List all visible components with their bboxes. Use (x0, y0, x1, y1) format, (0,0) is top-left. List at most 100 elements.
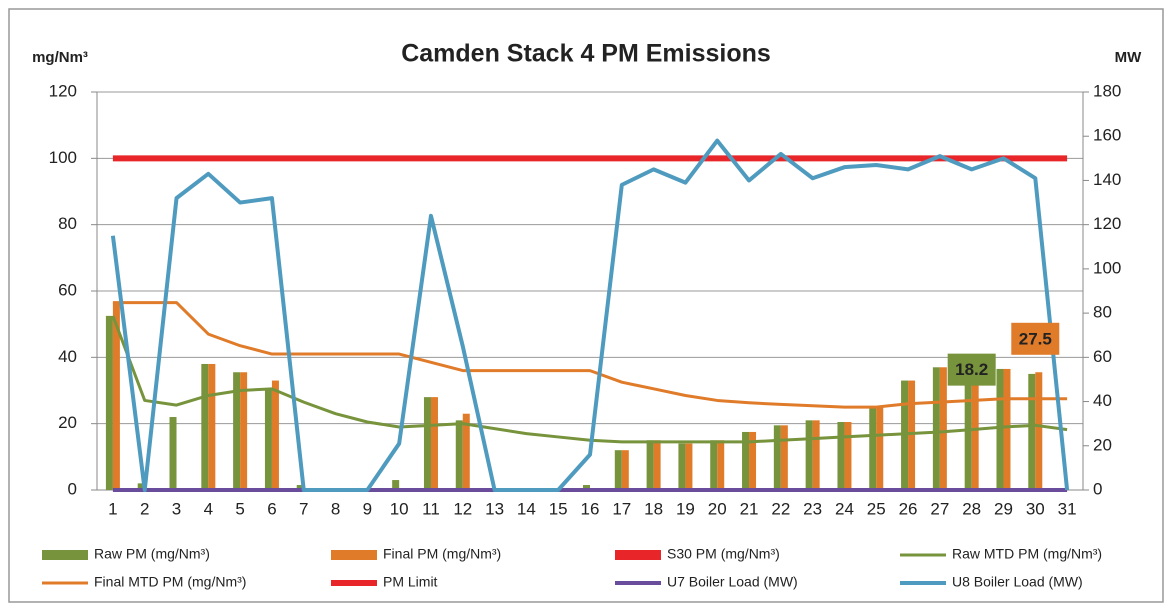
bar (742, 431, 750, 490)
bar (678, 443, 686, 490)
bar (780, 425, 788, 490)
x-tick-label: 16 (581, 499, 600, 518)
bar (614, 450, 622, 490)
legend-marker (42, 550, 88, 560)
x-tick-label: 31 (1058, 499, 1077, 518)
bar (621, 450, 629, 490)
y2-tick-label: 0 (1093, 479, 1102, 498)
legend-label: PM Limit (383, 574, 438, 590)
bar (583, 485, 590, 490)
x-tick-label: 8 (331, 499, 340, 518)
bar (717, 440, 725, 490)
y2-tick-label: 80 (1093, 303, 1112, 322)
x-tick-label: 9 (363, 499, 372, 518)
bar (208, 363, 216, 490)
x-tick-label: 13 (485, 499, 504, 518)
bar (749, 431, 757, 490)
bar (837, 422, 845, 490)
y2-tick-label: 20 (1093, 435, 1112, 454)
x-tick-label: 27 (930, 499, 949, 518)
legend-label: S30 PM (mg/Nm³) (667, 546, 780, 562)
bar (455, 420, 463, 490)
bar (932, 367, 940, 490)
legend-marker (331, 550, 377, 560)
line-series (110, 138, 1070, 492)
x-tick-label: 28 (962, 499, 981, 518)
legend-marker (615, 550, 661, 560)
y-tick-label: 40 (58, 347, 77, 366)
bar (812, 420, 820, 490)
x-tick-label: 14 (517, 499, 536, 518)
bar (137, 483, 145, 490)
bar (805, 420, 813, 490)
bar (844, 422, 852, 490)
y-tick-label: 0 (68, 479, 77, 498)
data-label: 27.5 (1019, 329, 1052, 348)
y2-tick-label: 160 (1093, 126, 1121, 145)
x-tick-label: 29 (994, 499, 1013, 518)
y2-tick-label: 120 (1093, 214, 1121, 233)
bar (653, 440, 661, 490)
data-label-box (1011, 322, 1060, 355)
legend-label: Raw PM (mg/Nm³) (94, 546, 210, 562)
bar (271, 380, 279, 490)
bar (240, 372, 248, 490)
bar (233, 372, 241, 490)
bar (105, 315, 113, 490)
y2-tick-label: 60 (1093, 347, 1112, 366)
bar (964, 380, 972, 490)
x-tick-label: 19 (676, 499, 695, 518)
bar (201, 363, 209, 490)
x-tick-label: 7 (299, 499, 308, 518)
bar (876, 407, 884, 490)
x-tick-label: 6 (267, 499, 276, 518)
line-series (112, 301, 1068, 409)
legend-label: U7 Boiler Load (MW) (667, 574, 798, 590)
x-tick-label: 18 (644, 499, 663, 518)
x-tick-label: 3 (172, 499, 181, 518)
legend-label: U8 Boiler Load (MW) (952, 574, 1083, 590)
x-tick-label: 30 (1026, 499, 1045, 518)
y-axis-label: mg/Nm³ (32, 49, 88, 66)
y-tick-label: 20 (58, 413, 77, 432)
bar (1028, 373, 1036, 490)
y2-tick-label: 140 (1093, 170, 1121, 189)
x-tick-label: 22 (771, 499, 790, 518)
bar (996, 368, 1004, 490)
y2-tick-label: 180 (1093, 81, 1121, 100)
x-tick-label: 1 (108, 499, 117, 518)
chart-border (8, 8, 1164, 603)
x-tick-label: 17 (612, 499, 631, 518)
bar (939, 367, 947, 490)
bar (908, 380, 916, 490)
bar (773, 425, 781, 490)
bar (685, 443, 693, 490)
x-tick-label: 2 (140, 499, 149, 518)
bar (971, 380, 979, 490)
data-label-box (947, 353, 996, 386)
x-tick-label: 5 (235, 499, 244, 518)
bar (169, 417, 177, 490)
x-tick-label: 24 (835, 499, 854, 518)
legend-label: Final MTD PM (mg/Nm³) (94, 574, 246, 590)
bar (296, 485, 304, 490)
x-tick-label: 25 (867, 499, 886, 518)
chart-title: Camden Stack 4 PM Emissions (401, 40, 771, 68)
y-tick-label: 120 (49, 81, 77, 100)
y2-axis-label: MW (1115, 49, 1142, 66)
y2-tick-label: 40 (1093, 391, 1112, 410)
x-tick-label: 15 (549, 499, 568, 518)
y-tick-label: 80 (58, 214, 77, 233)
bar (1003, 368, 1011, 490)
x-tick-label: 11 (422, 499, 440, 518)
x-tick-label: 23 (803, 499, 822, 518)
y-tick-label: 60 (58, 280, 77, 299)
bar (392, 480, 400, 490)
x-tick-label: 26 (899, 499, 918, 518)
bar (423, 397, 431, 490)
x-tick-label: 4 (204, 499, 213, 518)
bar (264, 390, 272, 490)
bar (430, 397, 438, 490)
x-tick-label: 20 (708, 499, 727, 518)
